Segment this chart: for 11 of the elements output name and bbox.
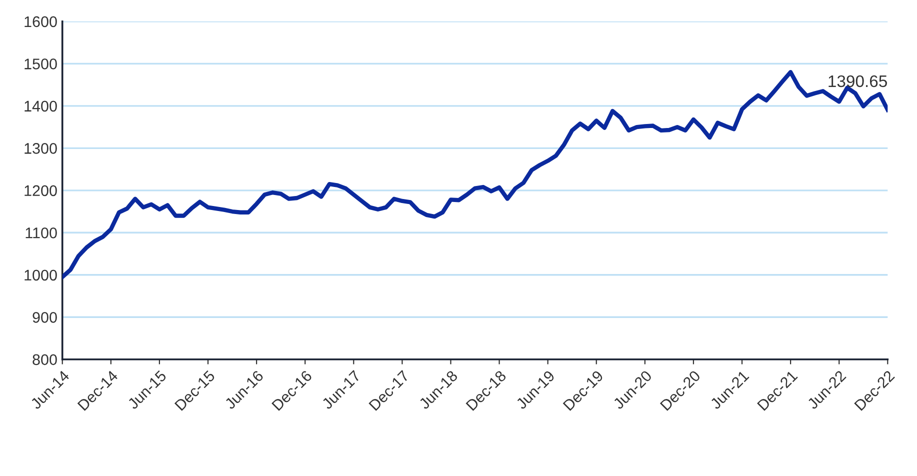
- y-tick-label: 1500: [24, 58, 57, 70]
- annotation: 1390.65: [828, 75, 887, 88]
- y-tick-label: 900: [32, 312, 57, 323]
- y-tick-label: 800: [32, 354, 57, 366]
- y-tick-label: 1600: [24, 16, 57, 28]
- y-tick-label: 1000: [24, 270, 57, 281]
- y-tick-label: 1400: [24, 100, 57, 112]
- y-tick-label: 1200: [24, 185, 57, 196]
- y-tick-label: 1300: [24, 143, 57, 154]
- line-series: [62, 70, 888, 280]
- y-tick-label: 1100: [26, 228, 57, 238]
